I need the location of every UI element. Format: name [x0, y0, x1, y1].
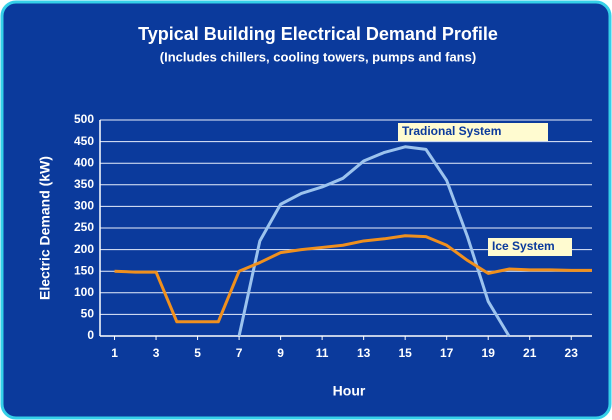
y-tick-label: 0 — [87, 328, 94, 342]
y-tick-label: 500 — [74, 112, 94, 126]
legend-box — [398, 123, 548, 141]
x-tick-label: 5 — [194, 346, 201, 360]
legend-label: Ice System — [492, 239, 555, 253]
x-tick-label: 13 — [357, 346, 371, 360]
line — [114, 234, 592, 324]
y-tick-label: 450 — [74, 134, 94, 148]
legend-label: Tradional System — [402, 124, 501, 138]
legend-box — [488, 238, 572, 256]
x-tick-label: 3 — [153, 346, 160, 360]
y-tick-label: 400 — [74, 155, 94, 169]
x-tick-label: 21 — [523, 346, 537, 360]
x-tick-label: 9 — [277, 346, 284, 360]
x-axis-label: Hour — [333, 383, 366, 399]
y-axis-label: Electric Demand (kW) — [37, 156, 53, 300]
x-tick-label: 11 — [316, 346, 329, 360]
y-tick-label: 150 — [74, 263, 94, 277]
x-tick-label: 17 — [440, 346, 454, 360]
y-tick-label: 250 — [74, 220, 94, 234]
x-tick-label: 15 — [398, 346, 412, 360]
y-tick-label: 50 — [81, 307, 95, 321]
y-tick-label: 200 — [74, 242, 94, 256]
y-tick-label: 300 — [74, 199, 94, 213]
line — [237, 145, 511, 337]
x-tick-label: 23 — [565, 346, 579, 360]
x-tick-label: 1 — [111, 346, 118, 360]
chart-title: Typical Building Electrical Demand Profi… — [138, 24, 498, 44]
chart-subtitle: (Includes chillers, cooling towers, pump… — [160, 49, 476, 64]
x-tick-label: 19 — [482, 346, 496, 360]
y-tick-label: 100 — [74, 285, 94, 299]
x-tick-label: 7 — [236, 346, 243, 360]
y-tick-label: 350 — [74, 177, 94, 191]
